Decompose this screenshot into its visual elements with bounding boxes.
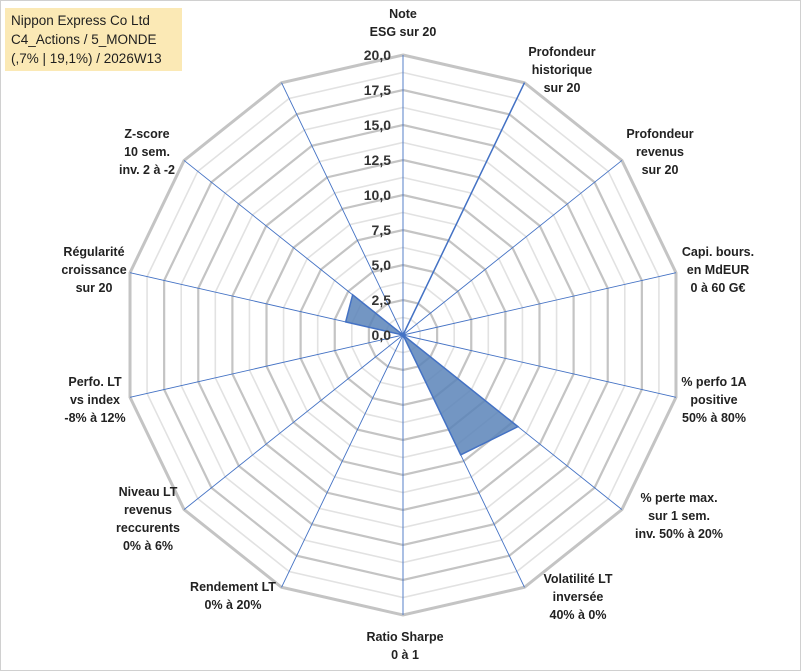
axis-label: Z-score 10 sem. inv. 2 à -2 xyxy=(119,127,175,177)
tick-label: 5,0 xyxy=(372,257,392,273)
axis-label: Niveau LT revenus reccurents 0% à 6% xyxy=(116,485,180,553)
tick-label: 12,5 xyxy=(364,152,391,168)
chart-title-line-1: Nippon Express Co Ltd xyxy=(11,13,150,28)
axis-label: Volatilité LT inversée 40% à 0% xyxy=(544,572,613,622)
axis-label: Régularité croissance sur 20 xyxy=(61,245,126,295)
axis-label: Ratio Sharpe 0 à 1 xyxy=(366,630,443,662)
axis-spoke xyxy=(402,334,677,398)
tick-label: 10,0 xyxy=(364,187,391,203)
axis-label: % perte max. sur 1 sem. inv. 50% à 20% xyxy=(635,491,723,541)
axis-label: Rendement LT 0% à 20% xyxy=(190,580,276,612)
axis-label: Capi. bours. en MdEUR 0 à 60 G€ xyxy=(682,245,754,295)
axis-spoke xyxy=(281,334,404,588)
axis-spoke xyxy=(129,334,404,398)
axis-label: Perfo. LT vs index -8% à 12% xyxy=(64,375,125,425)
axis-spoke xyxy=(281,82,404,336)
axis-label: Note ESG sur 20 xyxy=(370,7,437,39)
series-area xyxy=(344,82,526,456)
chart-title-box: Nippon Express Co Ltd C4_Actions / 5_MON… xyxy=(5,8,182,71)
chart-title-line-3: (,7% | 19,1%) / 2026W13 xyxy=(11,51,162,66)
axis-label: Profondeur historique sur 20 xyxy=(528,45,595,95)
tick-label: 17,5 xyxy=(364,82,391,98)
axis-label: % perfo 1A positive 50% à 80% xyxy=(681,375,746,425)
tick-label: 15,0 xyxy=(364,117,391,133)
tick-label: 0,0 xyxy=(372,327,392,343)
tick-label: 2,5 xyxy=(372,292,392,308)
axis-spoke xyxy=(402,160,623,336)
axis-spoke xyxy=(183,334,404,510)
tick-label: 7,5 xyxy=(372,222,392,238)
axis-spoke xyxy=(402,272,677,336)
chart-title-line-2: C4_Actions / 5_MONDE xyxy=(11,32,157,47)
axis-label: Profondeur revenus sur 20 xyxy=(626,127,693,177)
tick-label: 20,0 xyxy=(364,47,391,63)
